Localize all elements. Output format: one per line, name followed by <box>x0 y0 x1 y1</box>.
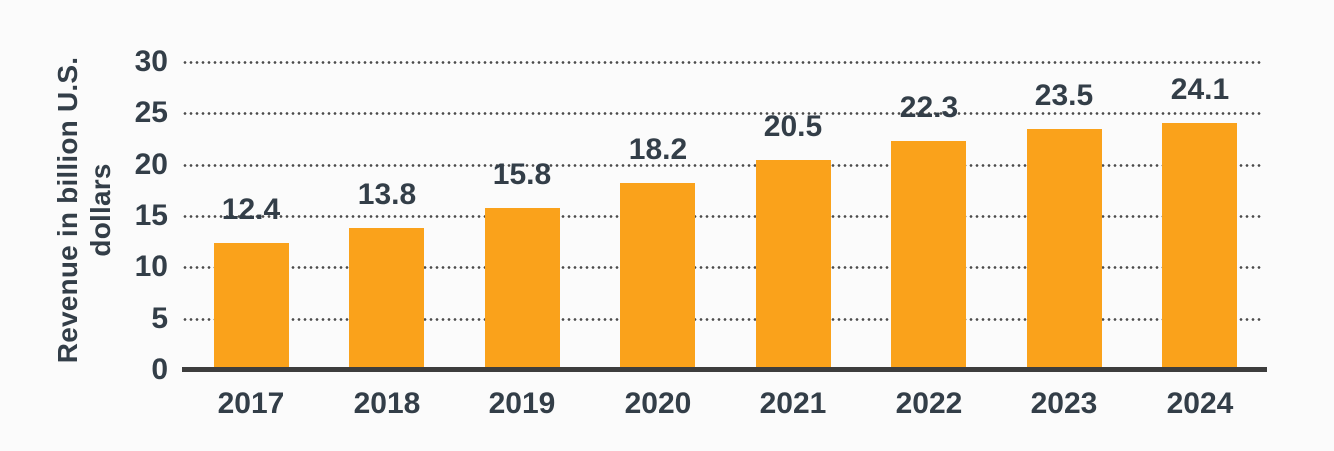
gridline-20 <box>182 164 1262 167</box>
y-tick-label-10: 10 <box>134 250 168 283</box>
bar-2019 <box>485 208 560 372</box>
bar-value-label: 20.5 <box>763 110 823 143</box>
bar-value-label: 15.8 <box>492 158 552 191</box>
y-axis-title-line1: Revenue in billion U.S. <box>52 56 83 364</box>
x-tick-label-2021: 2021 <box>759 387 827 420</box>
bar-value-label: 23.5 <box>1034 79 1094 112</box>
bar-2017 <box>214 243 289 372</box>
x-tick-label-2020: 2020 <box>624 387 692 420</box>
x-tick-label-2022: 2022 <box>895 387 963 420</box>
gridline-10 <box>182 266 1262 269</box>
y-tick-label-25: 25 <box>134 96 168 129</box>
bar-2020 <box>620 183 695 372</box>
gridline-5 <box>182 318 1262 321</box>
gridline-15 <box>182 215 1262 218</box>
gridline-25 <box>182 112 1262 115</box>
x-axis-line <box>182 367 1267 372</box>
bar-2018 <box>349 228 424 372</box>
bar-2021 <box>756 160 831 372</box>
x-tick-label-2024: 2024 <box>1166 387 1234 420</box>
x-tick-label-2023: 2023 <box>1030 387 1098 420</box>
y-tick-label-0: 0 <box>151 353 168 386</box>
x-tick-label-2018: 2018 <box>353 387 421 420</box>
bar-2023 <box>1027 129 1102 372</box>
bar-2024 <box>1162 123 1237 372</box>
x-tick-label-2019: 2019 <box>488 387 556 420</box>
gridline-30 <box>182 61 1262 64</box>
y-tick-label-5: 5 <box>151 302 168 335</box>
y-tick-label-20: 20 <box>134 148 168 181</box>
bar-value-label: 22.3 <box>899 91 959 124</box>
bar-2022 <box>891 141 966 372</box>
x-tick-label-2017: 2017 <box>217 387 285 420</box>
bar-value-label: 12.4 <box>221 193 281 226</box>
y-tick-label-15: 15 <box>134 199 168 232</box>
bar-value-label: 13.8 <box>357 178 417 211</box>
bar-value-label: 18.2 <box>628 133 688 166</box>
y-tick-label-30: 30 <box>134 45 168 78</box>
bar-value-label: 24.1 <box>1170 73 1230 106</box>
